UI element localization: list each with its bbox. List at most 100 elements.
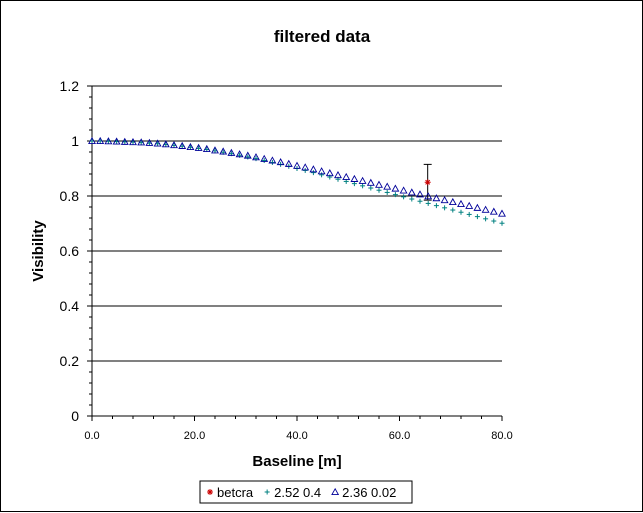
data-point bbox=[88, 136, 96, 145]
data-point bbox=[317, 167, 326, 175]
data-point bbox=[211, 146, 219, 154]
y-tick-label: 0 bbox=[71, 408, 79, 424]
x-tick-label: 20.0 bbox=[184, 430, 205, 442]
y-tick-labels: 0 0.2 0.4 0.6 0.8 1 1.2 bbox=[60, 78, 80, 424]
data-point bbox=[383, 182, 392, 190]
data-point bbox=[424, 179, 431, 186]
data-point bbox=[440, 195, 449, 204]
data-point bbox=[417, 198, 423, 204]
data-point bbox=[269, 159, 275, 165]
y-tick-label: 1.2 bbox=[60, 78, 80, 94]
data-point bbox=[483, 216, 489, 222]
data-point bbox=[416, 190, 424, 198]
gridlines bbox=[92, 85, 502, 362]
chart-title: filtered data bbox=[274, 27, 371, 46]
data-point bbox=[301, 163, 310, 171]
data-point bbox=[360, 183, 366, 189]
legend-item: betcra bbox=[207, 485, 254, 500]
data-point bbox=[120, 137, 129, 145]
x-tick-labels: 0.0 20.0 40.0 60.0 80.0 bbox=[84, 430, 512, 442]
data-point bbox=[392, 192, 398, 198]
data-point bbox=[129, 137, 137, 146]
data-point bbox=[376, 187, 382, 193]
x-axis-label: Baseline [m] bbox=[252, 453, 341, 470]
data-point bbox=[401, 194, 407, 200]
data-point bbox=[153, 139, 162, 147]
data-point bbox=[276, 158, 285, 166]
data-point bbox=[399, 186, 408, 194]
legend-label: 2.36 0.02 bbox=[342, 485, 396, 500]
data-point bbox=[325, 169, 334, 177]
data-point bbox=[450, 207, 456, 213]
data-point bbox=[342, 172, 351, 181]
data-point bbox=[137, 138, 146, 146]
data-point bbox=[433, 203, 439, 209]
data-point bbox=[491, 218, 497, 224]
data-point bbox=[375, 180, 383, 188]
data-series bbox=[88, 136, 506, 226]
x-tick-label: 0.0 bbox=[84, 430, 99, 442]
y-tick-label: 0.6 bbox=[60, 243, 80, 259]
data-point bbox=[245, 154, 251, 160]
data-point bbox=[465, 201, 474, 209]
data-point bbox=[458, 209, 464, 215]
data-point bbox=[407, 188, 416, 196]
legend-label: betcra bbox=[217, 485, 254, 500]
data-point bbox=[310, 170, 316, 176]
data-point bbox=[498, 209, 506, 217]
data-point bbox=[368, 185, 374, 191]
y-tick-label: 0.2 bbox=[60, 353, 80, 369]
data-point bbox=[293, 161, 301, 169]
data-point bbox=[366, 178, 375, 186]
data-point bbox=[358, 176, 367, 184]
data-point bbox=[178, 141, 187, 149]
data-point bbox=[481, 205, 490, 213]
data-point bbox=[104, 137, 113, 145]
data-point bbox=[391, 184, 400, 192]
data-point bbox=[474, 214, 480, 220]
data-point bbox=[457, 199, 465, 207]
series-3 bbox=[88, 136, 506, 217]
data-point bbox=[268, 156, 277, 164]
legend-label: 2.52 0.4 bbox=[274, 485, 321, 500]
legend-item: 2.52 0.4 bbox=[264, 485, 321, 500]
data-point bbox=[202, 144, 211, 152]
data-point bbox=[145, 138, 154, 146]
data-point bbox=[424, 192, 433, 200]
x-tick-label: 60.0 bbox=[389, 430, 410, 442]
data-point bbox=[252, 153, 260, 161]
data-point bbox=[448, 197, 457, 206]
data-point bbox=[319, 172, 325, 178]
data-point bbox=[96, 136, 105, 145]
legend-item: 2.36 0.02 bbox=[331, 485, 396, 500]
data-point bbox=[227, 148, 236, 156]
data-point bbox=[261, 158, 267, 164]
data-point bbox=[409, 196, 415, 202]
data-point bbox=[253, 156, 259, 162]
data-point bbox=[425, 200, 431, 206]
data-point bbox=[432, 194, 441, 202]
data-point bbox=[219, 147, 228, 155]
data-point bbox=[473, 203, 482, 211]
data-point bbox=[170, 140, 178, 149]
data-point bbox=[489, 207, 498, 215]
data-point bbox=[235, 150, 244, 158]
data-point bbox=[260, 154, 269, 162]
data-point bbox=[334, 170, 342, 179]
legend-marker bbox=[331, 487, 340, 496]
data-point bbox=[302, 167, 308, 173]
y-axis-label: Visibility bbox=[30, 220, 47, 282]
y-tick-label: 0.8 bbox=[60, 188, 80, 204]
legend-marker bbox=[264, 489, 270, 495]
y-tick-label: 1 bbox=[71, 133, 79, 149]
x-tick-label: 40.0 bbox=[286, 430, 307, 442]
data-point bbox=[112, 137, 121, 145]
legend-box bbox=[199, 480, 413, 504]
data-point bbox=[194, 143, 203, 151]
data-point bbox=[309, 165, 318, 173]
y-tick-label: 0.4 bbox=[60, 298, 80, 314]
legend-marker bbox=[207, 489, 213, 495]
data-point bbox=[384, 189, 390, 195]
